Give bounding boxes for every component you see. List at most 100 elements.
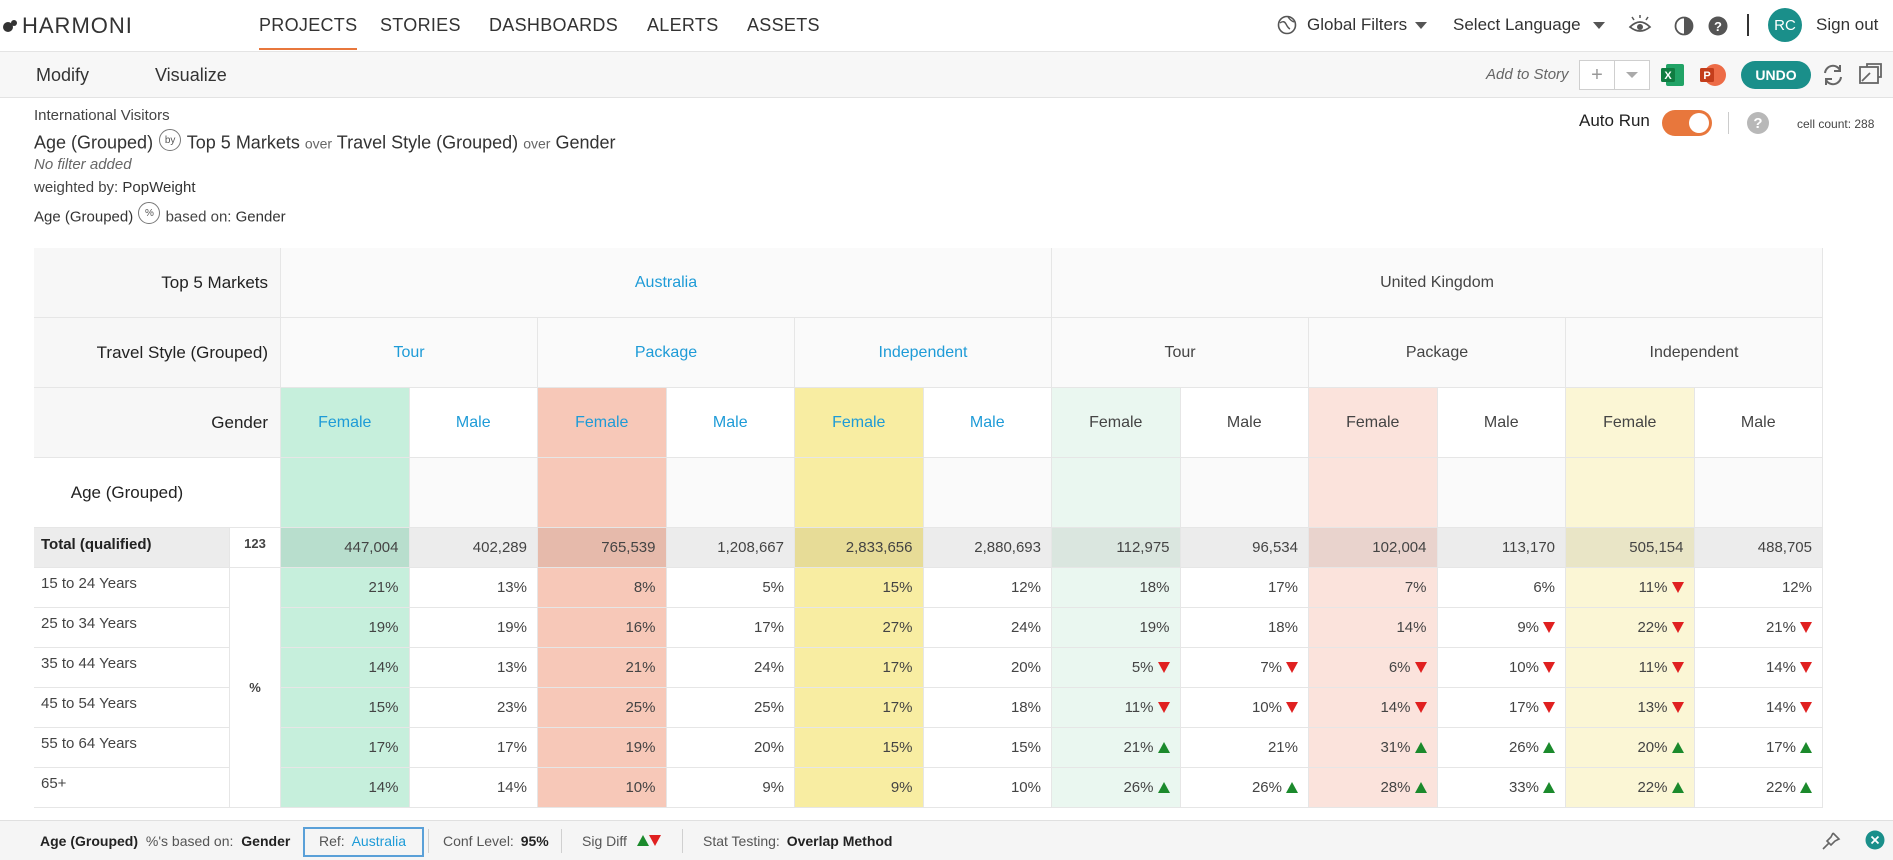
cell-value: 17%	[882, 699, 913, 716]
tab-projects[interactable]: PROJECTS	[259, 0, 358, 50]
avatar[interactable]: RC	[1768, 8, 1802, 42]
gender-header[interactable]: Male	[923, 388, 1052, 458]
cell-value: 14%	[1380, 699, 1411, 716]
based-on-variable[interactable]: Gender	[235, 208, 286, 226]
table-cell: 15%	[923, 728, 1052, 768]
table-cell: 9%	[1437, 608, 1566, 648]
stat-testing[interactable]: Stat Testing: Overlap Method	[703, 821, 892, 860]
travel-style-header[interactable]: Tour	[1052, 318, 1309, 388]
weight-variable[interactable]: PopWeight	[122, 179, 196, 196]
table-cell: 19%	[1052, 608, 1181, 648]
modify-tab[interactable]: Modify	[36, 65, 90, 85]
story-dropdown-button[interactable]	[1614, 60, 1650, 90]
status-bar: Age (Grouped) %'s based on: Gender Ref: …	[0, 820, 1893, 860]
column-variable-1[interactable]: Top 5 Markets	[186, 132, 300, 153]
table-cell: 22%	[1566, 768, 1695, 808]
gender-header[interactable]: Male	[409, 388, 538, 458]
swap-by-icon[interactable]: by	[159, 129, 182, 151]
tab-dashboards[interactable]: DASHBOARDS	[489, 15, 619, 35]
global-filters-label: Global Filters	[1307, 15, 1408, 34]
contrast-icon[interactable]	[1674, 16, 1694, 36]
help-icon[interactable]: ?	[1708, 16, 1728, 36]
reference-info[interactable]: Ref: Australia	[319, 821, 406, 860]
table-cell: 19%	[281, 608, 410, 648]
table-cell: 17%	[795, 648, 924, 688]
refresh-icon[interactable]	[1820, 62, 1846, 88]
tab-assets[interactable]: ASSETS	[747, 15, 820, 35]
global-filters[interactable]: Global Filters	[1277, 0, 1428, 50]
market-header[interactable]: Australia	[281, 248, 1052, 318]
tab-alerts[interactable]: ALERTS	[647, 15, 719, 35]
column-variable-2[interactable]: Travel Style (Grouped)	[336, 132, 519, 153]
divider	[1728, 112, 1729, 134]
market-header[interactable]: United Kingdom	[1052, 248, 1823, 318]
cell-value: 22%	[1637, 619, 1668, 636]
travel-style-header[interactable]: Package	[1309, 318, 1566, 388]
sig-up-arrow-icon	[1414, 782, 1427, 793]
cell-value: 18%	[1267, 619, 1298, 636]
harmoni-logo[interactable]: HARMONI	[2, 13, 133, 39]
table-cell: 26%	[1052, 768, 1181, 808]
table-cell: 21%	[281, 568, 410, 608]
help-icon[interactable]: ?	[1746, 111, 1770, 135]
gender-header[interactable]: Male	[1180, 388, 1309, 458]
column-variable-3[interactable]: Gender	[555, 132, 616, 153]
travel-style-label: Tour	[1164, 343, 1196, 361]
select-language[interactable]: Select Language	[1453, 0, 1605, 50]
total-value-cell: 2,880,693	[923, 528, 1052, 568]
gender-header[interactable]: Female	[1052, 388, 1181, 458]
total-value: 1,208,667	[717, 539, 784, 556]
travel-style-header[interactable]: Tour	[281, 318, 538, 388]
auto-run-toggle[interactable]	[1662, 110, 1712, 136]
gender-header[interactable]: Female	[281, 388, 410, 458]
gender-header[interactable]: Female	[1566, 388, 1695, 458]
gender-header[interactable]: Female	[538, 388, 667, 458]
avatar-initials: RC	[1768, 8, 1802, 42]
row-variable[interactable]: Age (Grouped)	[34, 132, 154, 153]
pop-out-icon[interactable]	[1858, 63, 1882, 87]
tab-stories[interactable]: STORIES	[380, 15, 461, 35]
travel-style-header[interactable]: Package	[538, 318, 795, 388]
cell-value: 10%	[625, 779, 656, 796]
table-cell: 11%	[1052, 688, 1181, 728]
close-icon[interactable]	[1865, 830, 1885, 850]
logo-text: HARMONI	[22, 13, 133, 38]
base-count: 123	[230, 528, 281, 568]
add-to-story-button[interactable]: +	[1579, 60, 1615, 90]
table-cell: 13%	[409, 648, 538, 688]
age-row-label: 25 to 34 Years	[34, 608, 230, 648]
travel-style-header[interactable]: Independent	[795, 318, 1052, 388]
powerpoint-export-icon[interactable]: P	[1699, 62, 1727, 88]
sig-up-arrow-icon	[1543, 782, 1555, 793]
sig-down-arrow-icon	[1157, 662, 1170, 673]
excel-export-icon[interactable]: X	[1660, 62, 1686, 88]
reference-selector[interactable]	[303, 827, 424, 857]
gender-label: Female	[1346, 413, 1400, 431]
travel-style-header[interactable]: Independent	[1566, 318, 1823, 388]
undo-button[interactable]: UNDO	[1741, 61, 1811, 89]
eye-icon[interactable]	[1628, 15, 1652, 35]
gender-header[interactable]: Male	[1437, 388, 1566, 458]
gender-label: Male	[455, 413, 491, 431]
total-row-label: Total (qualified)	[34, 528, 230, 568]
percent-swap-icon[interactable]: %	[138, 202, 161, 224]
gender-header[interactable]: Male	[1694, 388, 1823, 458]
sig-down-arrow-icon	[648, 835, 661, 846]
visualize-tab[interactable]: Visualize	[155, 65, 227, 85]
sig-diff-legend[interactable]: Sig Diff	[582, 821, 661, 860]
cell-value: 26%	[1123, 779, 1154, 796]
gender-header[interactable]: Female	[795, 388, 924, 458]
gender-header[interactable]: Female	[1309, 388, 1438, 458]
sign-out-link[interactable]: Sign out	[1816, 15, 1879, 34]
cell-value: 18%	[1010, 699, 1041, 716]
cell-value: 24%	[1010, 619, 1041, 636]
gender-label: Male	[712, 413, 748, 431]
pin-icon[interactable]	[1821, 831, 1841, 851]
table-cell: 31%	[1309, 728, 1438, 768]
cell-value: 17%	[1765, 739, 1796, 756]
confidence-level[interactable]: Conf Level: 95%	[443, 821, 549, 860]
stat-value: Overlap Method	[786, 833, 893, 849]
gender-header[interactable]: Male	[666, 388, 795, 458]
svg-text:?: ?	[1714, 19, 1722, 34]
sig-up-arrow-icon	[1157, 782, 1170, 793]
